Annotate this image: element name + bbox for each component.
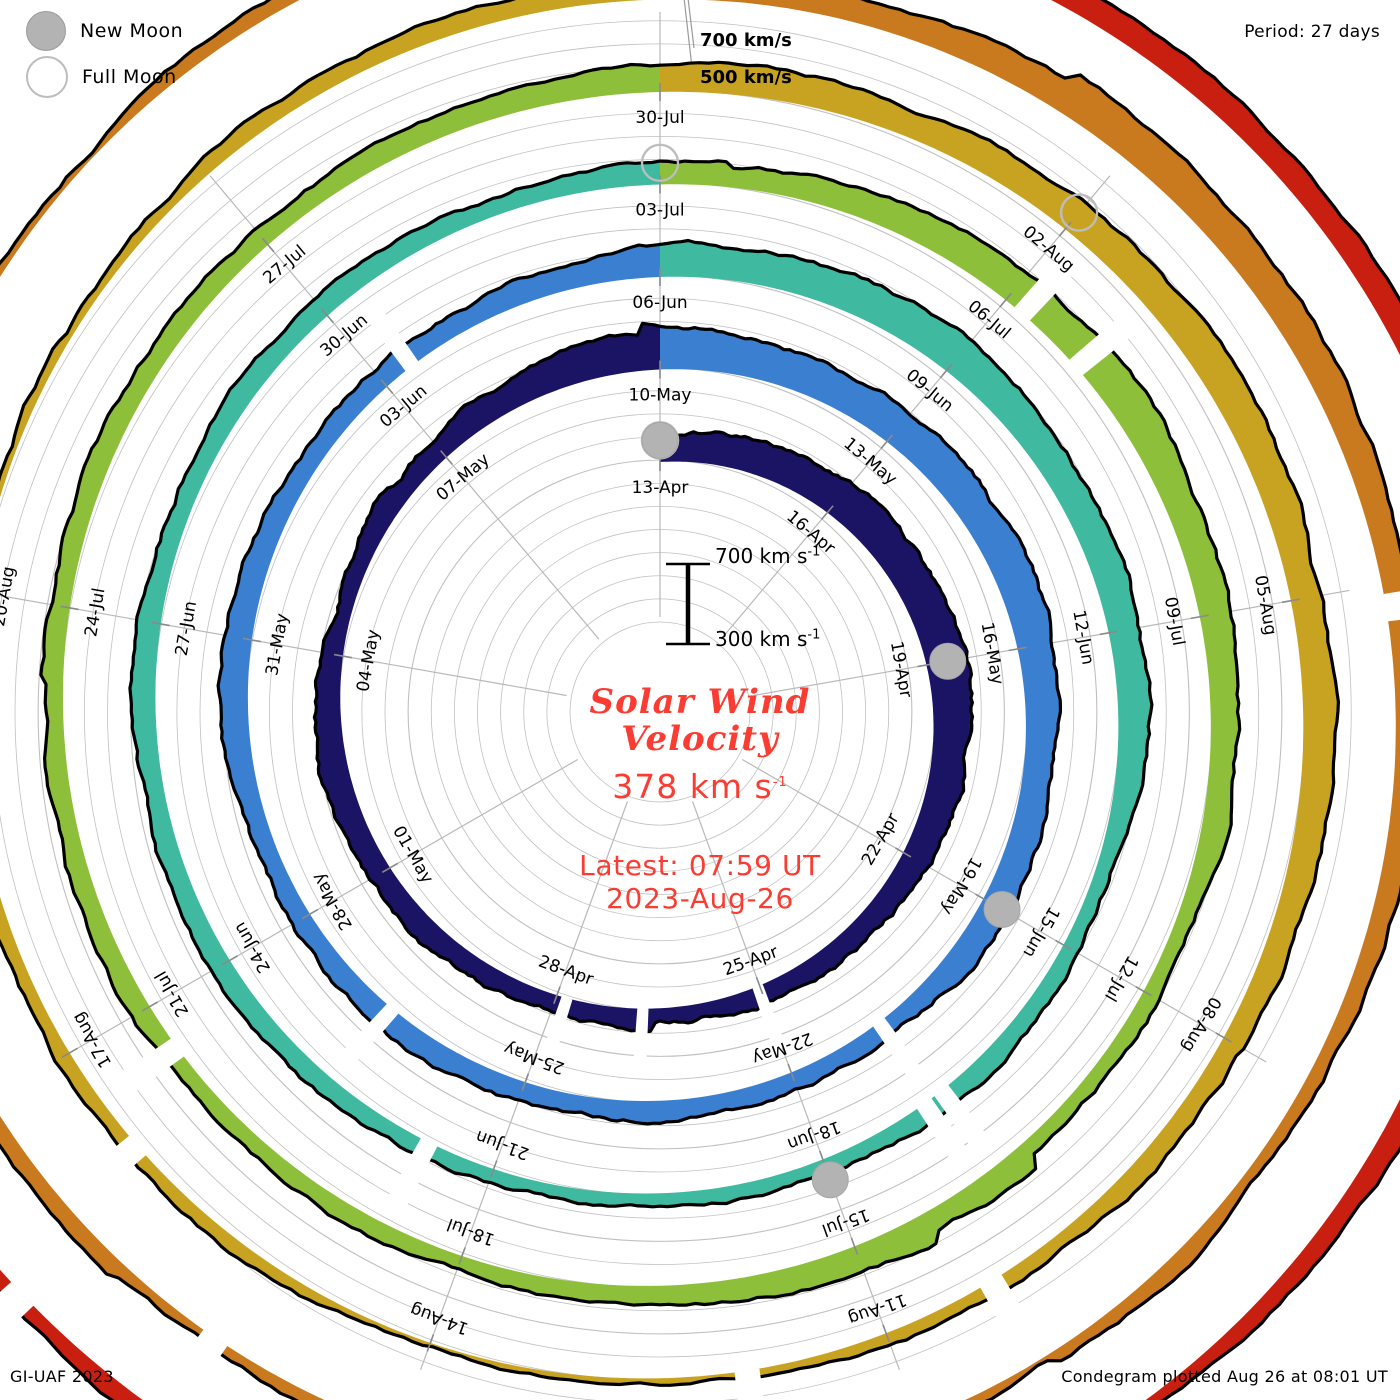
full-moon-marker	[1059, 193, 1099, 232]
date-tick-label: 24-Jun	[230, 918, 275, 976]
date-tick-label: 10-May	[629, 386, 692, 406]
moon-legend: New Moon Full Moon	[26, 8, 183, 100]
date-tick-label: 12-Jun	[1068, 608, 1097, 666]
credit-label: GI-UAF 2023	[10, 1367, 114, 1386]
new-moon-marker	[983, 890, 1021, 928]
latest-date: 2023-Aug-26	[606, 881, 794, 915]
date-tick-label: 30-Jul	[635, 108, 684, 128]
date-tick-label: 27-Jun	[172, 600, 201, 658]
period-label: Period: 27 days	[1244, 22, 1380, 42]
scalebar-bottom-label: 300 km s-1	[715, 627, 821, 651]
new-moon-marker	[929, 642, 967, 680]
date-tick-label: 24-Jul	[81, 586, 109, 638]
date-tick-label: 12-Jul	[1100, 952, 1142, 1005]
scalebar-labels: 700 km s-1 300 km s-1	[330, 544, 1070, 660]
date-tick-label: 18-Jun	[784, 1116, 843, 1154]
center-annotation: 700 km s-1 300 km s-1 Solar Wind Velocit…	[330, 544, 1070, 915]
full-moon-marker	[640, 143, 680, 183]
legend-item-full-moon: Full Moon	[26, 54, 183, 100]
date-tick-label: 08-Aug	[1177, 993, 1225, 1055]
chart-title-line1: Solar Wind	[589, 682, 811, 722]
current-velocity-value: 378 km s-1	[612, 767, 788, 807]
date-tick-label: 13-Apr	[632, 478, 689, 498]
chart-title-line2: Velocity	[621, 718, 779, 759]
date-tick-label: 21-Jun	[473, 1126, 532, 1164]
plotted-timestamp: Condegram plotted Aug 26 at 08:01 UT	[1061, 1367, 1388, 1386]
chart-title: Solar Wind Velocity	[330, 684, 1070, 757]
date-tick-label: 18-Jul	[444, 1214, 497, 1250]
latest-reading: Latest: 07:59 UT 2023-Aug-26	[330, 849, 1070, 915]
date-tick-label: 20-Aug	[0, 565, 19, 628]
velocity-scale-bar	[666, 562, 710, 646]
ring-label-700: 700 km/s	[700, 30, 792, 51]
legend-item-new-moon: New Moon	[26, 8, 183, 54]
new-moon-marker	[811, 1161, 849, 1199]
moon-phase-markers	[640, 143, 1099, 1199]
date-tick-label: 05-Aug	[1250, 574, 1280, 637]
date-tick-label: 09-Jun	[902, 365, 957, 416]
legend-label-full-moon: Full Moon	[82, 66, 177, 88]
full-moon-icon	[26, 56, 68, 98]
date-tick-label: 31-May	[262, 612, 293, 677]
date-tick-label: 06-Jul	[964, 296, 1015, 343]
new-moon-marker	[641, 421, 679, 459]
date-tick-label: 09-Jul	[1160, 595, 1188, 647]
date-tick-label: 14-Aug	[407, 1299, 471, 1339]
scalebar-top-label: 700 km s-1	[715, 544, 821, 568]
date-tick-label: 27-Jul	[260, 241, 311, 288]
legend-label-new-moon: New Moon	[80, 20, 184, 42]
date-tick-label: 03-Jul	[635, 201, 684, 221]
date-tick-label: 25-Apr	[721, 942, 781, 980]
date-tick-label: 15-Jul	[819, 1204, 872, 1240]
ring-label-500: 500 km/s	[700, 67, 792, 88]
date-tick-label: 28-Apr	[536, 952, 596, 990]
date-tick-label: 06-Jun	[632, 293, 687, 313]
latest-time: Latest: 07:59 UT	[579, 849, 821, 883]
new-moon-icon	[26, 11, 66, 51]
